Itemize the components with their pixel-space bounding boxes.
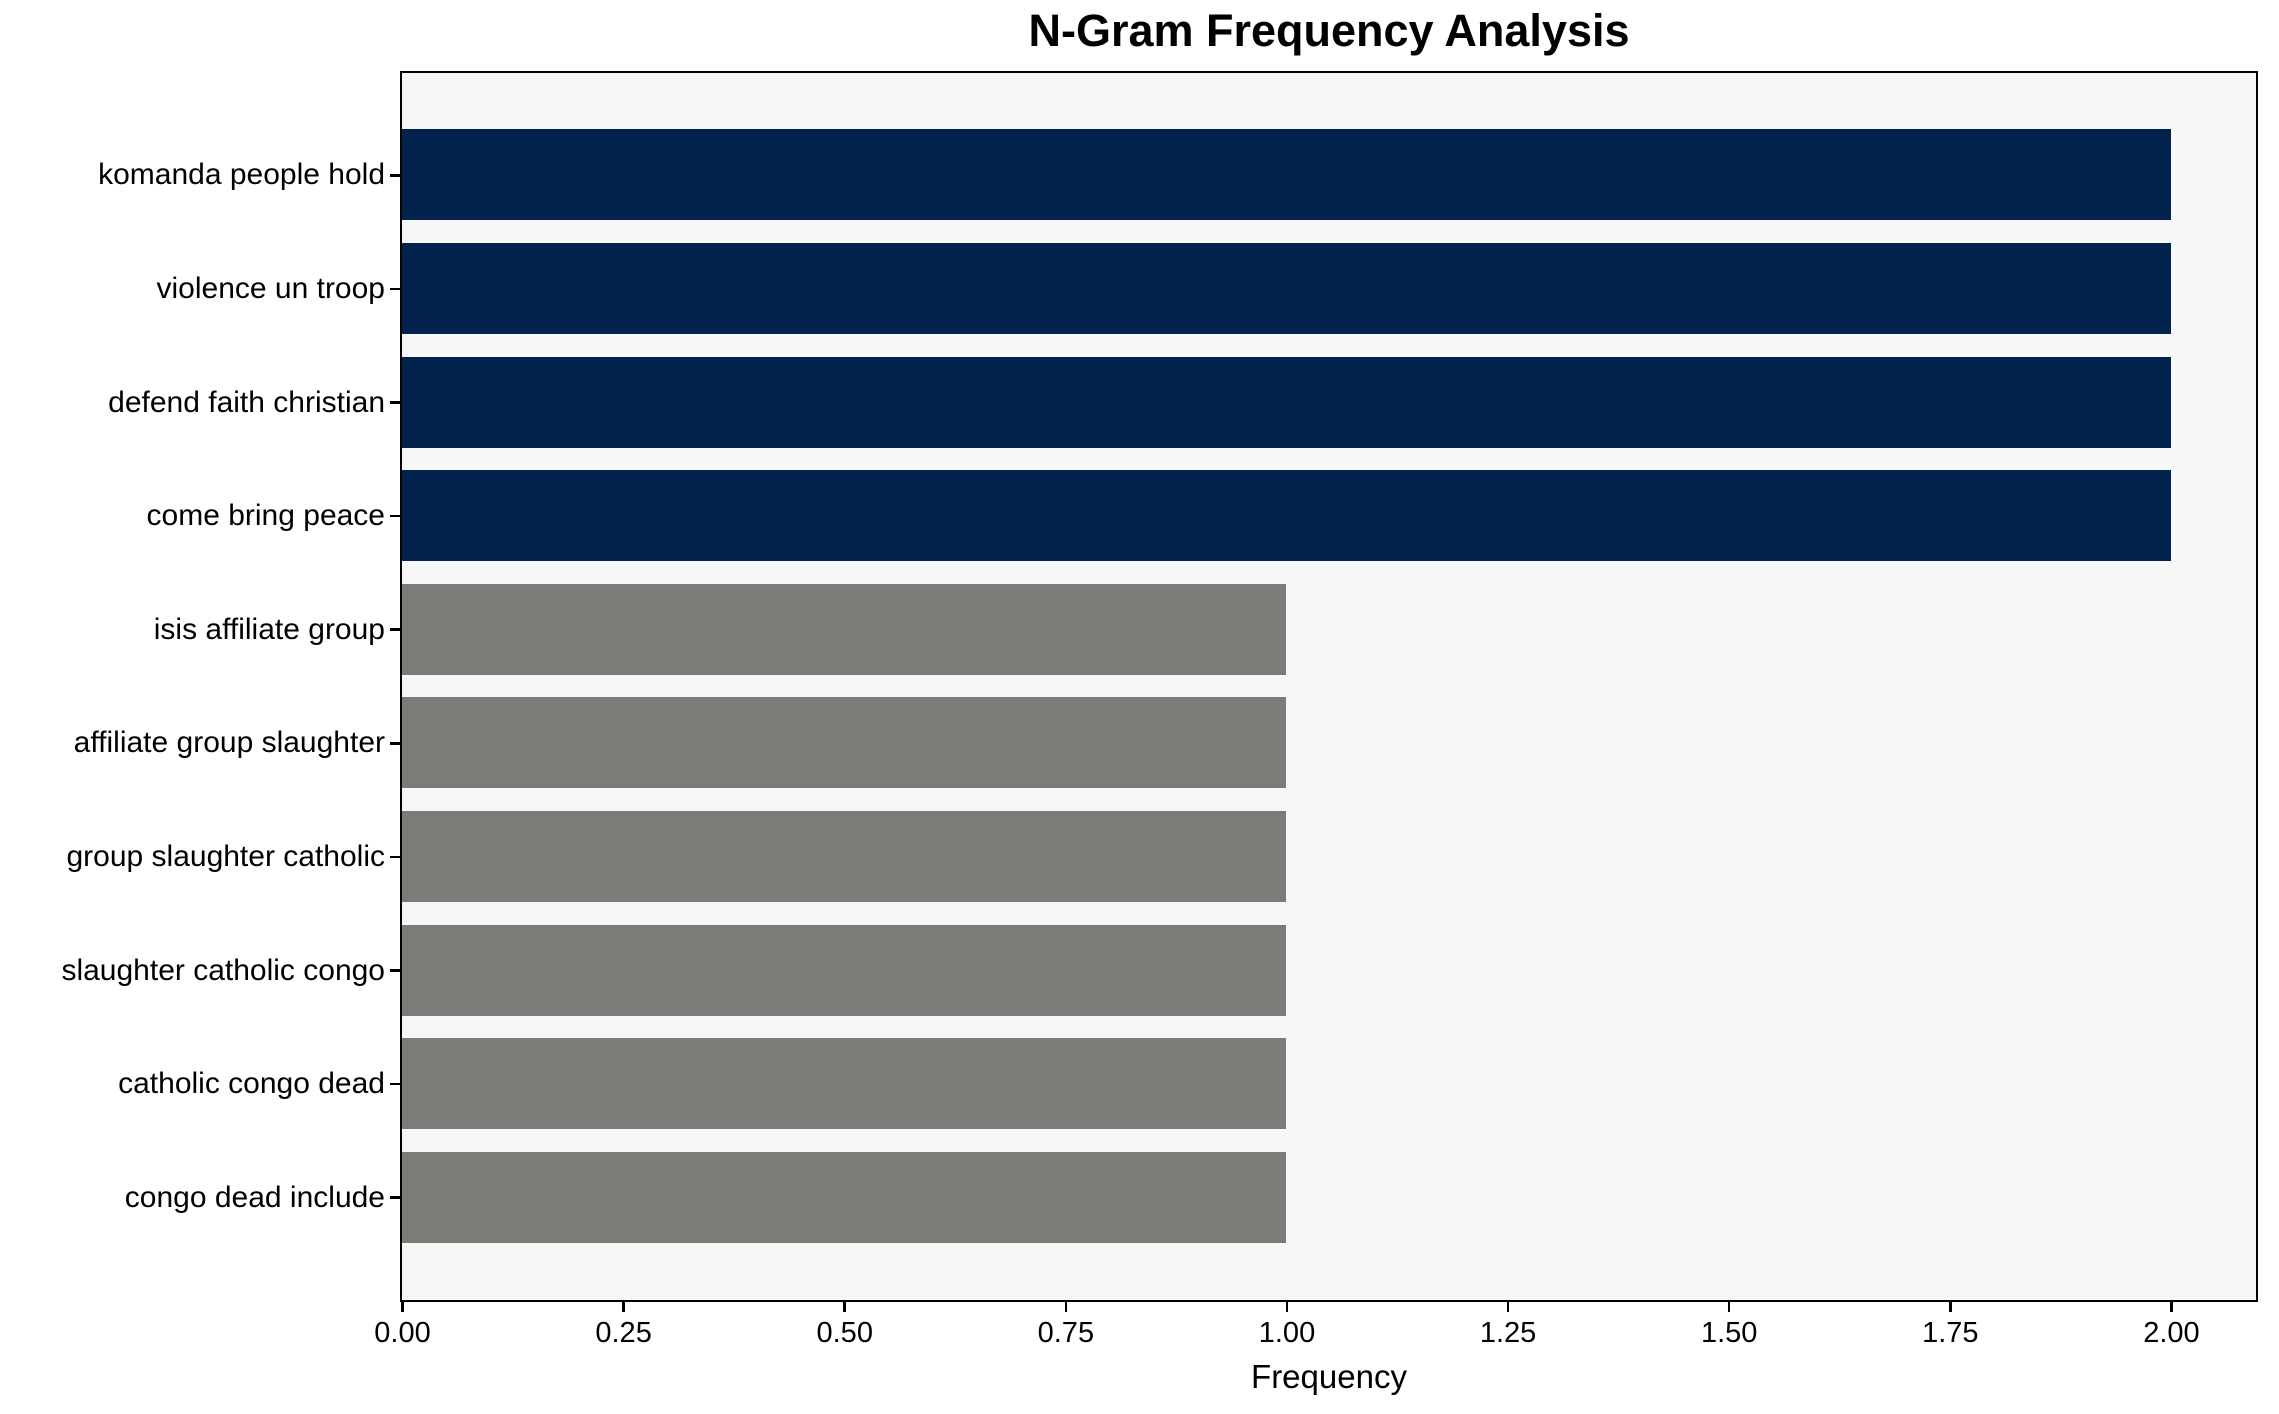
bar xyxy=(402,583,1287,675)
y-tick-label: affiliate group slaughter xyxy=(73,726,385,760)
y-tick-label: catholic congo dead xyxy=(118,1067,385,1101)
x-tick-mark xyxy=(843,1302,846,1312)
bar xyxy=(402,1151,1287,1243)
y-tick-mark xyxy=(390,514,400,518)
x-tick-mark xyxy=(1949,1302,1952,1312)
x-tick-mark xyxy=(622,1302,625,1312)
y-tick-label: defend faith christian xyxy=(108,385,385,419)
bar xyxy=(402,1038,1287,1130)
x-axis-title: Frequency xyxy=(1251,1358,1407,1395)
x-tick-label: 1.25 xyxy=(1479,1317,1537,1349)
y-tick-mark xyxy=(390,855,400,859)
x-tick-mark xyxy=(1506,1302,1510,1312)
x-tick-label: 1.50 xyxy=(1700,1317,1758,1349)
x-tick-mark xyxy=(1727,1302,1731,1312)
x-tick-label: 1.75 xyxy=(1922,1317,1979,1349)
x-tick-mark xyxy=(401,1302,404,1312)
x-tick-label: 2.00 xyxy=(2143,1317,2200,1349)
y-tick-label: congo dead include xyxy=(124,1180,385,1214)
bar xyxy=(402,810,1287,902)
y-tick-mark xyxy=(390,1196,400,1199)
y-tick-mark xyxy=(390,742,400,745)
y-tick-mark xyxy=(390,969,400,972)
plot-area xyxy=(400,71,2258,1302)
bar xyxy=(402,356,2171,448)
y-tick-label: slaughter catholic congo xyxy=(61,953,385,987)
x-tick-mark xyxy=(1285,1302,1289,1312)
x-tick-label: 0.50 xyxy=(816,1317,873,1349)
x-tick-label: 1.00 xyxy=(1258,1317,1316,1349)
bar xyxy=(402,242,2171,334)
x-tick-mark xyxy=(1064,1302,1068,1312)
y-tick-mark xyxy=(390,1082,400,1086)
x-tick-label: 0.00 xyxy=(374,1317,431,1349)
chart-title: N-Gram Frequency Analysis xyxy=(1028,5,1630,56)
y-tick-mark xyxy=(390,174,400,177)
bar xyxy=(402,129,2171,221)
y-tick-label: komanda people hold xyxy=(98,158,385,192)
x-tick-label: 0.75 xyxy=(1037,1317,1095,1349)
bar xyxy=(402,470,2171,562)
y-tick-label: group slaughter catholic xyxy=(66,839,385,873)
y-tick-label: isis affiliate group xyxy=(153,612,385,646)
bar xyxy=(402,697,1287,789)
y-tick-mark xyxy=(390,628,400,631)
bar xyxy=(402,924,1287,1016)
y-tick-mark xyxy=(390,401,400,404)
x-tick-mark xyxy=(2170,1302,2173,1312)
y-tick-label: violence un troop xyxy=(156,271,386,305)
y-tick-mark xyxy=(390,287,400,291)
y-tick-label: come bring peace xyxy=(146,499,385,533)
x-tick-label: 0.25 xyxy=(595,1317,652,1349)
